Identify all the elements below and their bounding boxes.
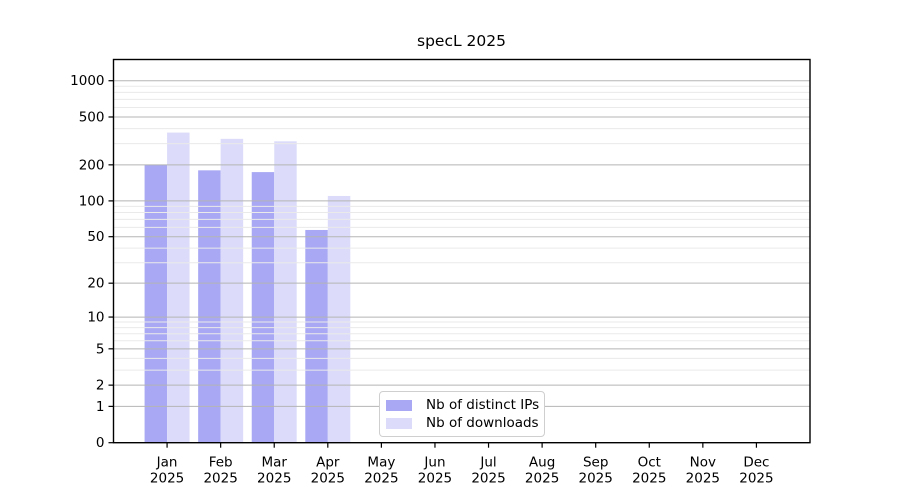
x-tick-label-month: Feb bbox=[209, 455, 233, 471]
x-tick-label-year: 2025 bbox=[364, 471, 398, 487]
x-tick-label-month: Jul bbox=[479, 455, 496, 471]
y-tick-label: 200 bbox=[79, 157, 105, 173]
x-tick-label-year: 2025 bbox=[471, 471, 505, 487]
x-tick-label-year: 2025 bbox=[418, 471, 452, 487]
y-tick-label: 1000 bbox=[70, 73, 104, 89]
x-tick-label-month: Aug bbox=[529, 455, 555, 471]
x-tick-label-year: 2025 bbox=[525, 471, 559, 487]
y-tick-label: 1 bbox=[96, 399, 105, 415]
bar-nb-of-distinct-ips-apr bbox=[305, 229, 328, 443]
x-tick-label-month: Mar bbox=[261, 455, 287, 471]
x-tick-label-month: Nov bbox=[690, 455, 716, 471]
downloads-swatch bbox=[386, 417, 412, 429]
y-tick-label: 100 bbox=[79, 193, 105, 209]
x-tick-label-year: 2025 bbox=[257, 471, 291, 487]
x-tick-label-year: 2025 bbox=[686, 471, 720, 487]
x-tick-label-month: Jan bbox=[156, 455, 178, 471]
bar-nb-of-distinct-ips-mar bbox=[251, 172, 275, 443]
legend-label-downloads: Nb of downloads bbox=[426, 415, 539, 431]
x-tick-label-year: 2025 bbox=[150, 471, 184, 487]
x-tick-label-year: 2025 bbox=[632, 471, 666, 487]
bar-nb-of-distinct-ips-feb bbox=[198, 170, 221, 443]
plot-border bbox=[112, 58, 811, 444]
x-tick-label-year: 2025 bbox=[311, 471, 345, 487]
x-tick-label-month: Sep bbox=[583, 455, 608, 471]
x-tick-label-year: 2025 bbox=[203, 471, 237, 487]
bar-nb-of-downloads-jan bbox=[167, 132, 190, 443]
x-tick-label-month: Jun bbox=[423, 455, 445, 471]
legend-item-distinct-ips: Nb of distinct IPs bbox=[386, 397, 540, 413]
x-tick-label-year: 2025 bbox=[579, 471, 613, 487]
legend-label-distinct-ips: Nb of distinct IPs bbox=[426, 397, 540, 413]
distinct-ips-swatch bbox=[386, 399, 412, 411]
y-tick-label: 5 bbox=[96, 341, 105, 357]
y-tick-label: 500 bbox=[79, 109, 105, 125]
y-tick-label: 0 bbox=[96, 435, 105, 451]
y-tick-label: 20 bbox=[87, 276, 104, 292]
x-tick-label-year: 2025 bbox=[739, 471, 773, 487]
y-tick-label: 50 bbox=[87, 229, 104, 245]
x-tick-label-month: Oct bbox=[638, 455, 661, 471]
bar-nb-of-downloads-feb bbox=[220, 138, 244, 443]
bar-nb-of-downloads-apr bbox=[327, 195, 351, 443]
y-tick-label: 10 bbox=[87, 310, 104, 326]
bar-nb-of-distinct-ips-jan bbox=[144, 164, 168, 443]
x-tick-label-month: Apr bbox=[316, 455, 340, 471]
y-tick-label: 2 bbox=[96, 378, 105, 394]
x-tick-label-month: Dec bbox=[743, 455, 769, 471]
chart-title: specL 2025 bbox=[417, 32, 506, 50]
legend: Nb of distinct IPs Nb of downloads bbox=[379, 391, 545, 437]
bar-nb-of-downloads-mar bbox=[274, 141, 297, 443]
legend-item-downloads: Nb of downloads bbox=[386, 415, 539, 431]
x-tick-label-month: May bbox=[367, 455, 395, 471]
